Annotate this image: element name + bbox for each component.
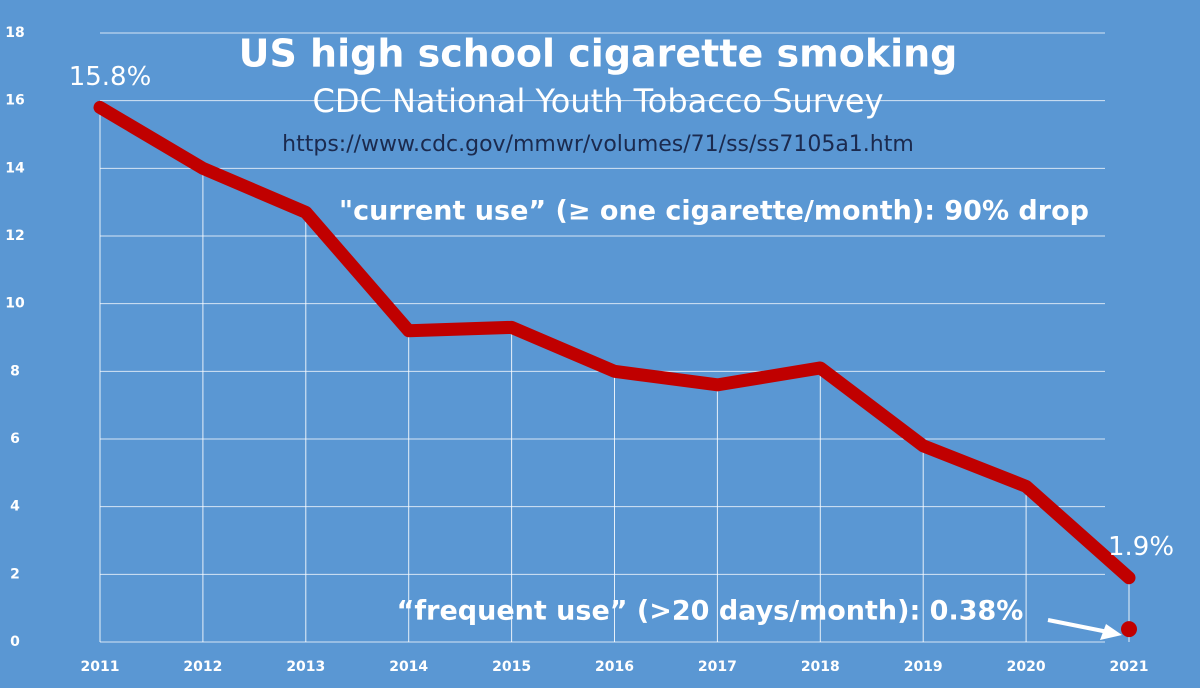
y-tick-label: 16 <box>5 93 24 109</box>
arrow <box>1047 618 1122 640</box>
y-tick-label: 14 <box>5 160 25 176</box>
grid <box>99 32 1130 643</box>
y-tick-label: 2 <box>10 566 20 582</box>
y-tick-label: 10 <box>5 296 25 312</box>
x-tick-label: 2019 <box>904 659 943 675</box>
x-tick-label: 2018 <box>801 659 840 675</box>
line <box>93 100 1136 585</box>
x-tick-label: 2021 <box>1110 659 1149 675</box>
data-label: 1.9% <box>1108 532 1174 562</box>
y-tick-label: 12 <box>5 228 24 244</box>
annotation: “frequent use” (>20 days/month): 0.38% <box>397 596 1024 627</box>
x-tick-label: 2020 <box>1007 659 1046 675</box>
y-tick-label: 6 <box>10 431 20 447</box>
y-tick-label: 18 <box>5 25 24 41</box>
y-tick-label: 0 <box>10 634 20 650</box>
x-tick-label: 2014 <box>389 659 428 675</box>
data-label: 15.8% <box>69 62 152 92</box>
x-tick-label: 2013 <box>286 659 325 675</box>
annotation: "current use” (≥ one cigarette/month): 9… <box>339 196 1089 227</box>
x-tick-label: 2015 <box>492 659 531 675</box>
x-tick-label: 2017 <box>698 659 737 675</box>
x-tick-label: 2011 <box>81 659 120 675</box>
x-tick-label: 2016 <box>595 659 634 675</box>
y-tick-label: 8 <box>10 363 20 379</box>
source: https://www.cdc.gov/mmwr/volumes/71/ss/s… <box>282 132 914 157</box>
chart-subtitle: CDC National Youth Tobacco Survey <box>312 82 883 120</box>
x-tick-label: 2012 <box>183 659 222 675</box>
point <box>1121 621 1137 638</box>
plot: 15.8% 1.9% <box>69 62 1174 638</box>
y-tick-label: 4 <box>10 499 20 515</box>
chart-title: US high school cigarette smoking <box>239 32 958 76</box>
